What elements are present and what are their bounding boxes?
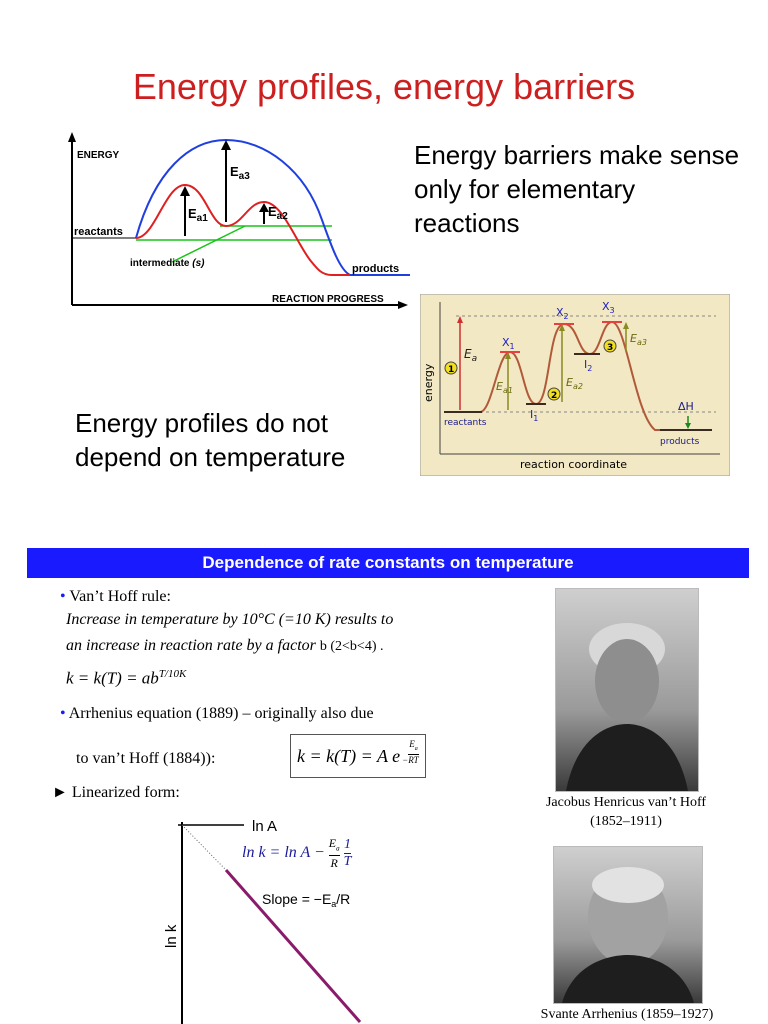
temperature-statement: Energy profiles do not depend on tempera… xyxy=(75,408,346,472)
linearized-label: Linearized form: xyxy=(71,784,180,801)
linearized-eq-lhs: ln k = ln A − xyxy=(242,843,325,861)
frac-ea-num: E xyxy=(328,836,337,850)
ea-arrow-head xyxy=(457,316,463,323)
step-3-number: 3 xyxy=(607,343,613,353)
vanthoff-caption: Jacobus Henricus van’t Hoff (1852–1911) xyxy=(520,793,732,831)
exp-denominator: RT xyxy=(408,754,419,765)
face xyxy=(595,639,659,723)
linearized-frac-ea: Ea R xyxy=(328,836,340,871)
exp-numerator: E xyxy=(409,739,415,749)
ea2-arrow-head xyxy=(259,203,269,212)
step-1-number: 1 xyxy=(448,365,454,375)
arrhenius-caption: Svante Arrhenius (1859–1927) xyxy=(540,1007,714,1022)
bullet: • xyxy=(60,705,66,722)
reactants-label: reactants xyxy=(444,418,487,428)
coat xyxy=(562,955,694,1003)
frac-inv-den: T xyxy=(343,853,352,869)
frac-ea-num-sub: a xyxy=(336,844,340,853)
ea2-label: Ea2 xyxy=(268,204,288,222)
arrhenius-portrait-image xyxy=(562,867,694,1003)
ln-a-label: ln A xyxy=(252,818,277,835)
x-axis-arrow xyxy=(398,301,408,309)
extrapolation-line xyxy=(181,824,227,871)
arrhenius-exponent: − Ea RT xyxy=(402,739,419,765)
arrhenius-line2: to van’t Hoff (1884)): xyxy=(76,750,216,767)
vanthoff-line1: Increase in temperature by 10°C (=10 K) … xyxy=(66,611,394,628)
step-2-number: 2 xyxy=(551,391,557,401)
arrhenius-formula-box: k = k(T) = A e − Ea RT xyxy=(290,734,426,778)
hair xyxy=(592,867,664,903)
energy-profile-diagram: ENERGY REACTION PROGRESS Ea3 Ea1 Ea2 rea… xyxy=(68,132,410,309)
blue-single-barrier-curve xyxy=(135,138,410,276)
step-3-circle xyxy=(603,339,617,353)
energy-axis-label: energy xyxy=(422,363,435,402)
x1-label: X1 xyxy=(502,336,515,351)
arrhenius-line1-row: • Arrhenius equation (1889) – originally… xyxy=(60,705,374,723)
reaction-coordinate-diagram: energy reaction coordinate 1 2 3 Ea Ea1 … xyxy=(420,294,730,476)
ea2-arrow-head xyxy=(559,324,565,331)
i2-label: I2 xyxy=(584,358,592,373)
slope-label: Slope = −Ea/R xyxy=(262,891,350,909)
arrow-bullet: ► xyxy=(52,784,68,801)
vanthoff-line2: an increase in reaction rate by a factor… xyxy=(66,637,384,655)
vanthoff-portrait-image xyxy=(566,623,688,791)
slide-title: Energy profiles, energy barriers xyxy=(132,66,636,107)
coordinate-axis-label: reaction coordinate xyxy=(520,458,627,471)
diagram-background xyxy=(420,294,730,476)
ea1-label: Ea1 xyxy=(496,380,513,395)
x2-label: X2 xyxy=(556,306,569,321)
arrhenius-line1: Arrhenius equation (1889) – originally a… xyxy=(68,705,374,722)
ea1-arrow-head xyxy=(505,352,511,359)
vanthoff-rule-heading: • Van’t Hoff rule: xyxy=(60,588,171,606)
frac-inv-num: 1 xyxy=(343,836,352,854)
ea3-arrow-head xyxy=(221,140,231,150)
ea1-arrow-head xyxy=(180,186,190,196)
arrhenius-formula-lhs: k = k(T) = A e xyxy=(297,746,401,766)
linearized-equation: ln k = ln A − Ea R 1 T xyxy=(242,836,352,871)
ea3-label: Ea3 xyxy=(630,332,647,347)
ln-k-label: ln k xyxy=(163,924,180,948)
delta-h-label: ΔH xyxy=(678,400,694,413)
vanthoff-factor-range: b (2<b<4) . xyxy=(319,639,384,654)
y-axis-label: ENERGY xyxy=(77,150,120,161)
vanthoff-line2-text: an increase in reaction rate by a factor xyxy=(66,637,316,654)
vanthoff-portrait xyxy=(555,588,699,792)
ea-label: Ea xyxy=(464,347,477,364)
vanthoff-formula-lhs: k = k(T) = ab xyxy=(66,668,159,688)
vanthoff-formula: k = k(T) = abT/10K xyxy=(66,668,186,689)
linearized-heading: ► Linearized form: xyxy=(52,784,180,802)
intermediate-pointer-line xyxy=(171,225,246,263)
reactants-label: reactants xyxy=(74,226,123,238)
y-axis-arrow xyxy=(68,132,76,142)
ea2-label: Ea2 xyxy=(566,376,583,391)
ea1-label: Ea1 xyxy=(188,206,208,224)
frac-ea-den: R xyxy=(330,856,338,871)
barrier-statement: Energy barriers make sense only for elem… xyxy=(414,140,740,238)
x3-label: X3 xyxy=(602,300,615,315)
x-axis-label: REACTION PROGRESS xyxy=(272,294,384,305)
linearized-frac-inv-t: 1 T xyxy=(343,836,352,870)
arrhenius-portrait xyxy=(553,846,703,1004)
ea3-arrow-head xyxy=(623,322,629,329)
coat xyxy=(566,724,688,791)
dh-arrow-head xyxy=(685,423,691,429)
products-label: products xyxy=(352,263,399,275)
vanthoff-rule-label: Van’t Hoff rule: xyxy=(69,588,171,605)
step-1-circle xyxy=(444,361,458,375)
bullet: • xyxy=(60,588,66,605)
linearized-plot: ln A ln k Slope = −Ea/R xyxy=(163,818,362,1024)
vanthoff-caption-dates: (1852–1911) xyxy=(590,814,662,829)
step-2-circle xyxy=(547,387,561,401)
intermediate-label: intermediate (s) xyxy=(130,258,205,269)
red-multistep-curve xyxy=(135,183,350,276)
products-label: products xyxy=(660,437,700,447)
ea3-label: Ea3 xyxy=(230,164,250,182)
vanthoff-formula-exponent: T/10K xyxy=(158,668,187,680)
data-line xyxy=(224,869,362,1023)
section-banner: Dependence of rate constants on temperat… xyxy=(27,548,749,578)
vanthoff-caption-name: Jacobus Henricus van’t Hoff xyxy=(545,795,707,810)
i1-label: I1 xyxy=(530,408,538,423)
exp-numerator-sub: a xyxy=(414,745,418,752)
